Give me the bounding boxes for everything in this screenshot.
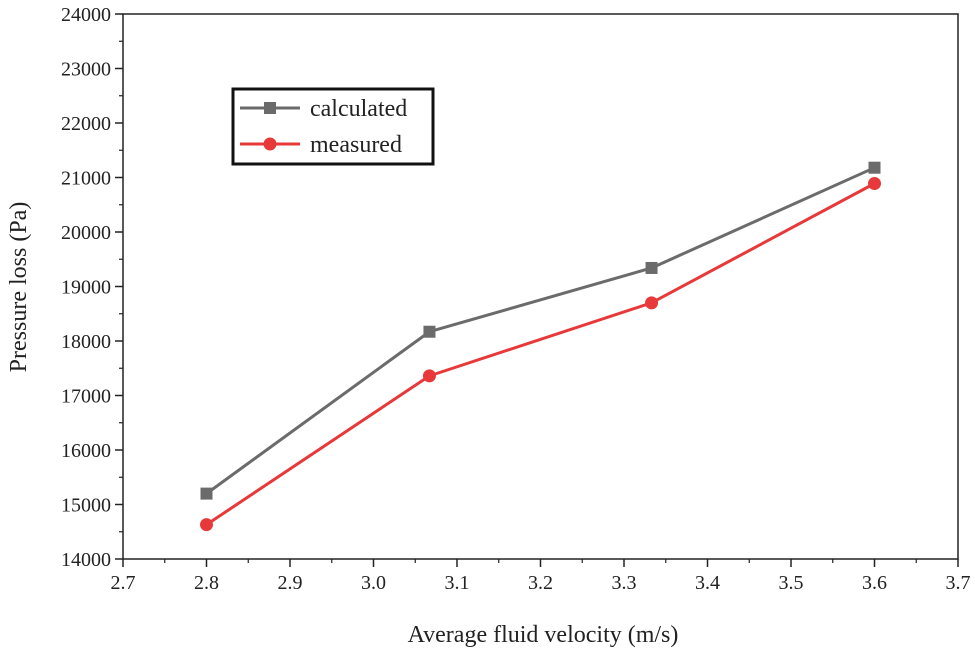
- y-tick-label-22000: 22000: [61, 113, 111, 135]
- x-tick-label-3.0: 3.0: [361, 572, 386, 594]
- x-tick-label-3.1: 3.1: [445, 572, 470, 594]
- x-tick-label-3.5: 3.5: [779, 572, 804, 594]
- y-tick-label-20000: 20000: [61, 222, 111, 244]
- y-tick-label-23000: 23000: [61, 59, 111, 81]
- x-tick-label-2.8: 2.8: [194, 572, 219, 594]
- series-line-measured: [205, 182, 876, 526]
- data-point-calculated-0: [200, 487, 213, 500]
- series-line-calculated: [205, 166, 876, 495]
- data-point-calculated-1: [423, 325, 436, 338]
- legend-marker-measured: [263, 137, 277, 151]
- x-tick-label-3.6: 3.6: [862, 572, 887, 594]
- legend-marker-calculated: [264, 102, 276, 114]
- x-tick-label-3.2: 3.2: [528, 572, 553, 594]
- y-tick-label-21000: 21000: [61, 168, 111, 190]
- x-tick-label-2.7: 2.7: [111, 572, 136, 594]
- legend-label-measured: measured: [310, 132, 402, 158]
- x-tick-label-2.9: 2.9: [278, 572, 303, 594]
- x-axis-title: Average fluid velocity (m/s): [408, 622, 679, 648]
- y-axis-title: Pressure loss (Pa): [6, 202, 32, 373]
- x-tick-label-3.4: 3.4: [695, 572, 720, 594]
- plot-area: 2.7 2.8 2.9 3.0 3.1 3.2 3.3 3.4 3.5 3.6 3.7 14000 15…: [61, 4, 971, 594]
- y-tick-label-16000: 16000: [61, 440, 111, 462]
- data-point-measured-2: [645, 296, 659, 310]
- y-tick-label-15000: 15000: [61, 495, 111, 517]
- legend: calculated measured: [231, 87, 435, 166]
- legend-label-calculated: calculated: [310, 96, 407, 122]
- y-tick-label-24000: 24000: [61, 4, 111, 26]
- data-point-calculated-2: [645, 261, 658, 274]
- data-point-measured-1: [422, 369, 436, 383]
- x-tick-label-3.3: 3.3: [612, 572, 637, 594]
- y-tick-label-18000: 18000: [61, 331, 111, 353]
- x-tick-label-3.7: 3.7: [946, 572, 971, 594]
- data-point-measured-3: [868, 176, 881, 190]
- legend-frame: [231, 87, 435, 166]
- data-point-calculated-3: [868, 161, 881, 174]
- y-tick-label-19000: 19000: [61, 277, 111, 299]
- y-tick-label-17000: 17000: [61, 386, 111, 408]
- data-point-measured-0: [200, 518, 213, 532]
- y-tick-label-14000: 14000: [61, 549, 111, 571]
